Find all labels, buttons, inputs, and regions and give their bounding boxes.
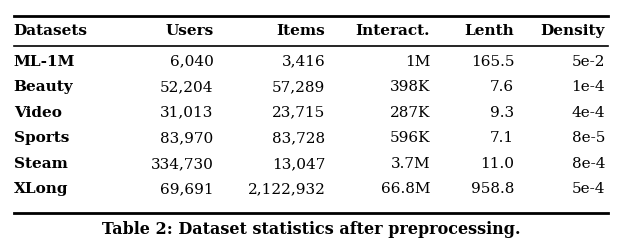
Text: 3.7M: 3.7M	[391, 157, 430, 171]
Text: 31,013: 31,013	[160, 106, 213, 120]
Text: 8e-4: 8e-4	[572, 157, 605, 171]
Text: 69,691: 69,691	[160, 182, 213, 197]
Text: Datasets: Datasets	[14, 24, 88, 38]
Text: 83,970: 83,970	[160, 131, 213, 145]
Text: 398K: 398K	[390, 80, 430, 94]
Text: 165.5: 165.5	[471, 54, 514, 69]
Text: 7.6: 7.6	[490, 80, 514, 94]
Text: ML-1M: ML-1M	[14, 54, 75, 69]
Text: Items: Items	[277, 24, 325, 38]
Text: 334,730: 334,730	[151, 157, 213, 171]
Text: Lenth: Lenth	[465, 24, 514, 38]
Text: 287K: 287K	[390, 106, 430, 120]
Text: 7.1: 7.1	[490, 131, 514, 145]
Text: 5e-4: 5e-4	[572, 182, 605, 197]
Text: Video: Video	[14, 106, 62, 120]
Text: Table 2: Dataset statistics after preprocessing.: Table 2: Dataset statistics after prepro…	[102, 221, 520, 238]
Text: 9.3: 9.3	[490, 106, 514, 120]
Text: 13,047: 13,047	[272, 157, 325, 171]
Text: Users: Users	[165, 24, 213, 38]
Text: 5e-2: 5e-2	[572, 54, 605, 69]
Text: 23,715: 23,715	[272, 106, 325, 120]
Text: 57,289: 57,289	[272, 80, 325, 94]
Text: 52,204: 52,204	[160, 80, 213, 94]
Text: 4e-4: 4e-4	[572, 106, 605, 120]
Text: Interact.: Interact.	[356, 24, 430, 38]
Text: Density: Density	[541, 24, 605, 38]
Text: 596K: 596K	[390, 131, 430, 145]
Text: 11.0: 11.0	[480, 157, 514, 171]
Text: Steam: Steam	[14, 157, 68, 171]
Text: 1e-4: 1e-4	[572, 80, 605, 94]
Text: 958.8: 958.8	[471, 182, 514, 197]
Text: Beauty: Beauty	[14, 80, 73, 94]
Text: XLong: XLong	[14, 182, 68, 197]
Text: 8e-5: 8e-5	[572, 131, 605, 145]
Text: 1M: 1M	[405, 54, 430, 69]
Text: 6,040: 6,040	[170, 54, 213, 69]
Text: 3,416: 3,416	[282, 54, 325, 69]
Text: 66.8M: 66.8M	[381, 182, 430, 197]
Text: 2,122,932: 2,122,932	[248, 182, 325, 197]
Text: 83,728: 83,728	[272, 131, 325, 145]
Text: Sports: Sports	[14, 131, 69, 145]
